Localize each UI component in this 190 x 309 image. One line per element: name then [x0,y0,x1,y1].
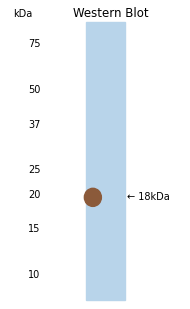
Y-axis label: kDa: kDa [13,9,32,19]
Text: ← 18kDa: ← 18kDa [127,193,170,202]
Bar [86,22,125,300]
Ellipse shape [84,188,101,206]
Text: Western Blot: Western Blot [73,7,148,20]
